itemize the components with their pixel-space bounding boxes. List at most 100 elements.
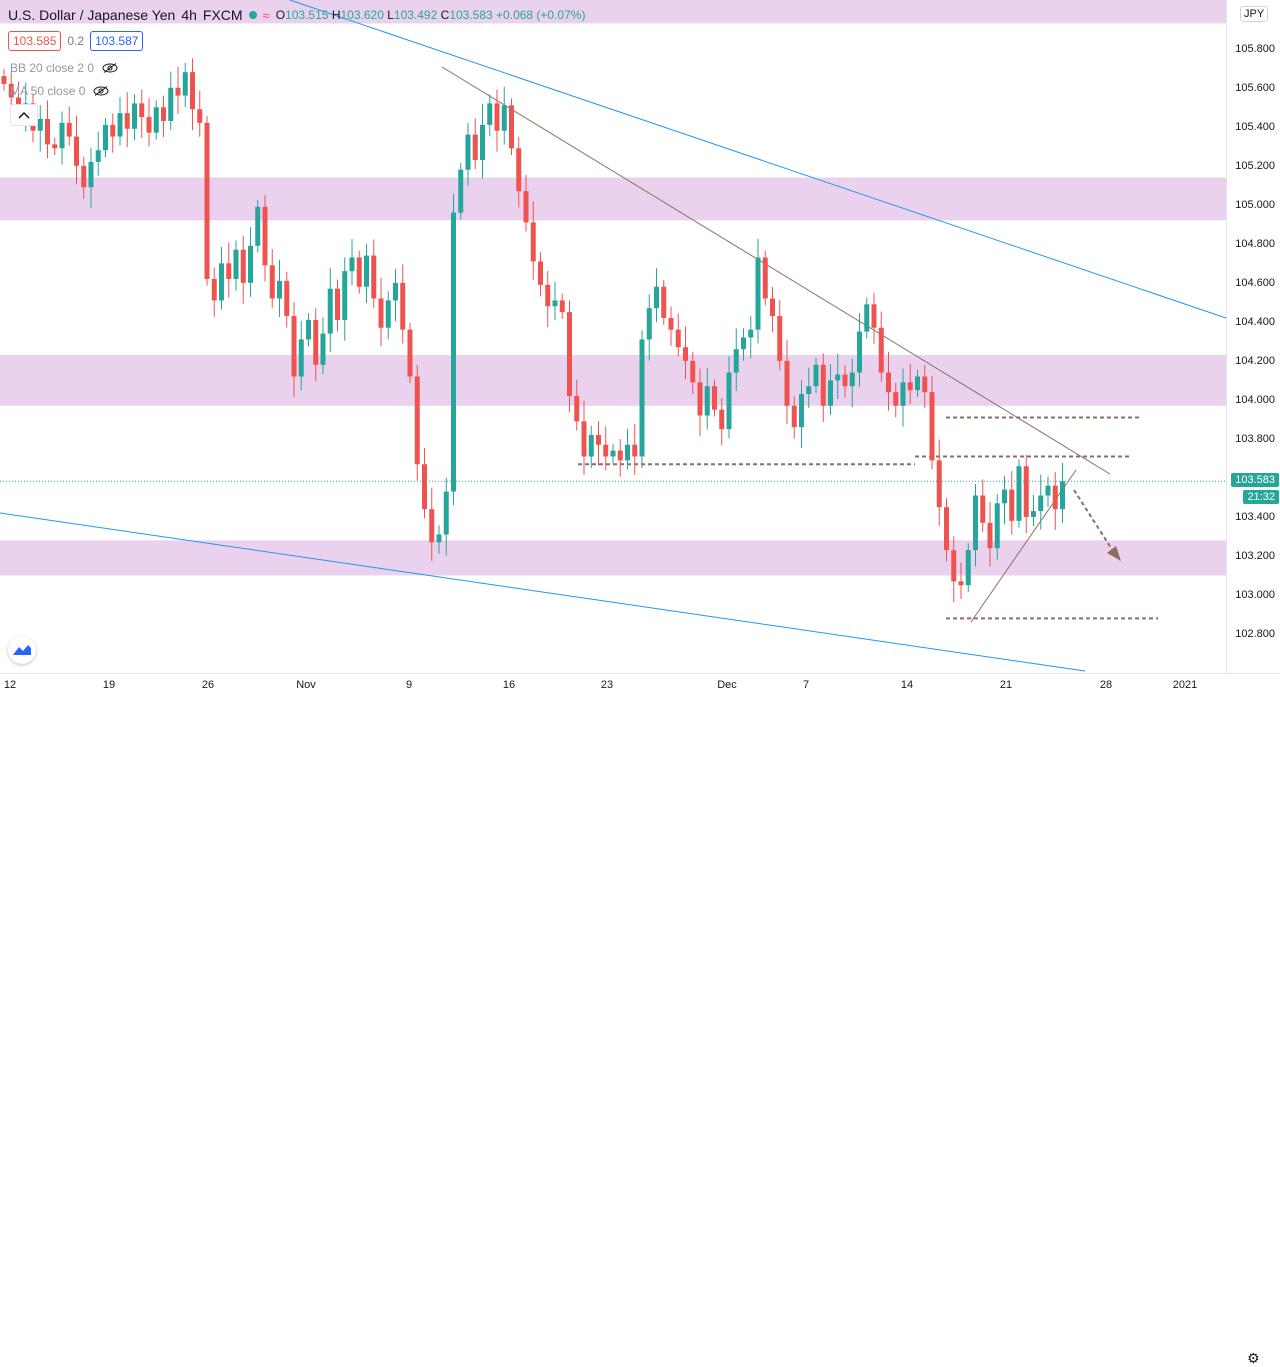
candle [509,98,514,156]
buy-price-button[interactable]: 103.587 [90,31,144,51]
candle [675,313,681,357]
candle [298,320,304,391]
indicator-bb[interactable]: BB 20 close 2 0 [10,61,118,75]
interval-label[interactable]: 4h [181,7,197,23]
candle [1002,475,1007,525]
zone-3[interactable] [0,540,1226,576]
candle [617,439,623,477]
eye-hidden-icon[interactable] [102,63,118,73]
channel-upper-line[interactable] [289,0,1226,319]
candle [762,250,768,306]
candle [422,448,427,519]
candle [538,252,543,297]
candle [182,63,188,108]
candle [625,428,630,470]
candle [168,71,174,131]
chart-canvas[interactable]: U.S. Dollar / Japanese Yen 4h FXCM ≈ O10… [0,0,1226,673]
candle [349,238,355,286]
zone-2[interactable] [0,355,1226,406]
candle [704,367,710,430]
projection-arrow[interactable] [1073,489,1121,561]
candle [429,488,435,561]
candle [197,90,203,137]
candle [487,94,493,137]
collapse-legend-button[interactable] [10,104,38,126]
price-tick-label: 104.000 [1235,393,1275,406]
candle [878,311,884,382]
price-tick-label: 102.800 [1235,627,1275,640]
candle [755,238,761,344]
candle [712,379,717,417]
candle [1060,462,1065,523]
candle [204,116,210,286]
candle [342,257,348,341]
channel-lower-line[interactable] [0,512,1086,672]
zone-1[interactable] [0,177,1226,221]
eye-hidden-icon[interactable] [93,86,109,96]
time-axis[interactable]: 12 19 26 Nov 9 16 23 Dec 7 14 21 28 2021 ⚙ [0,673,1280,1366]
descending-trendline[interactable] [441,66,1111,475]
candle [726,356,732,439]
candle [313,308,319,381]
candle [661,279,667,325]
candle [567,300,572,413]
candle [683,326,688,380]
candle [240,235,246,304]
time-tick-label: Dec [717,679,737,691]
candle [849,358,855,408]
candle [980,479,986,532]
candle [219,247,224,310]
candle [530,201,536,280]
price-tick-label: 104.600 [1235,276,1275,289]
candle [378,277,384,347]
candle [741,328,746,361]
candle [248,227,253,297]
candle [581,400,587,476]
candle [929,375,935,470]
tradingview-logo-icon [13,645,31,655]
candle [944,498,949,562]
ohlc-values: O103.515 H103.620 L103.492 C103.583 +0.0… [275,8,586,22]
candle [748,315,754,359]
candle [777,299,783,371]
candle [95,131,101,176]
currency-button[interactable]: JPY [1240,6,1269,22]
candle [574,379,580,431]
price-axis[interactable]: JPY 105.800 105.600 105.400 105.200 105.000 1… [1226,0,1280,673]
price-tick-label: 103.200 [1235,549,1275,562]
candle [88,148,94,209]
candle [842,365,848,398]
candle [320,317,326,374]
time-tick-label: 26 [201,679,215,691]
candle [936,439,942,526]
tradingview-logo-button[interactable] [8,636,36,664]
time-tick-label: 7 [802,679,810,691]
sell-price-button[interactable]: 103.585 [8,31,62,51]
candle [255,199,261,253]
time-tick-label: 14 [900,679,914,691]
ascending-trendline[interactable] [970,469,1077,623]
candle [451,194,456,506]
candle [124,92,130,148]
candle [516,136,522,208]
price-tick-label: 105.400 [1235,120,1275,133]
candle [820,353,826,422]
candle [951,536,957,603]
candle [52,137,58,156]
price-tick-label: 103.400 [1235,510,1275,523]
indicator-ma[interactable]: MA 50 close 0 [10,84,109,98]
time-tick-label: 2021 [1172,679,1198,691]
symbol-title[interactable]: U.S. Dollar / Japanese Yen [8,7,176,23]
candle [1,69,7,91]
time-tick-label: 12 [3,679,17,691]
candle [472,118,478,170]
candle [697,368,703,437]
settings-gear-icon[interactable]: ⚙ [1247,1350,1260,1366]
candle [552,281,558,321]
spread-value: 0.2 [67,34,85,48]
candle [146,98,152,147]
candle [277,260,282,317]
candle [494,89,500,152]
time-tick-label: 28 [1099,679,1113,691]
support-resistance-zones [0,0,1226,576]
